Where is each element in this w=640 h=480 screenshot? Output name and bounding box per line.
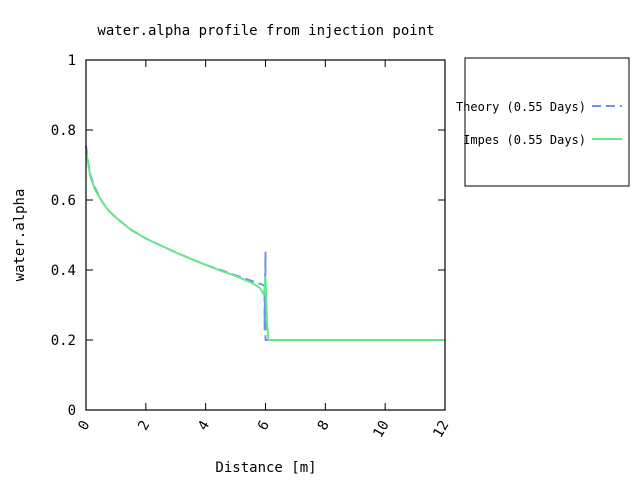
series-line-theory <box>85 145 445 341</box>
plot-area-frame <box>85 59 446 411</box>
legend-box <box>464 57 630 187</box>
x-tick-label: 10 <box>370 418 392 441</box>
x-tick-label: 12 <box>430 418 452 441</box>
y-tick-label: 0.6 <box>51 193 76 209</box>
x-axis-label: Distance [m] <box>215 460 316 476</box>
y-tick-label: 0.4 <box>51 263 76 279</box>
y-tick-label: 1 <box>68 53 76 69</box>
x-tick-label: 2 <box>135 418 153 433</box>
y-tick-label: 0.2 <box>51 333 76 349</box>
x-tick-label: 0 <box>75 418 93 433</box>
legend-label-impes: Impes (0.55 Days) <box>463 133 586 147</box>
chart-title: water.alpha profile from injection point <box>97 23 434 39</box>
y-axis-label: water.alpha <box>12 189 28 282</box>
x-tick-label: 6 <box>255 418 273 433</box>
legend-label-theory: Theory (0.55 Days) <box>456 100 586 114</box>
y-axis-label-group: water.alpha <box>12 189 28 282</box>
series-layer <box>85 145 445 341</box>
y-tick-label: 0 <box>68 403 76 419</box>
x-tick-label: 8 <box>315 418 333 433</box>
x-tick-label: 4 <box>195 418 213 433</box>
series-line-impes <box>85 150 445 341</box>
y-tick-label: 0.8 <box>51 123 76 139</box>
tick-labels: 0 2 4 6 8 10 12 0 0.2 0.4 0.6 0.8 1 <box>51 53 453 441</box>
legend: Theory (0.55 Days) Impes (0.55 Days) <box>456 57 630 187</box>
